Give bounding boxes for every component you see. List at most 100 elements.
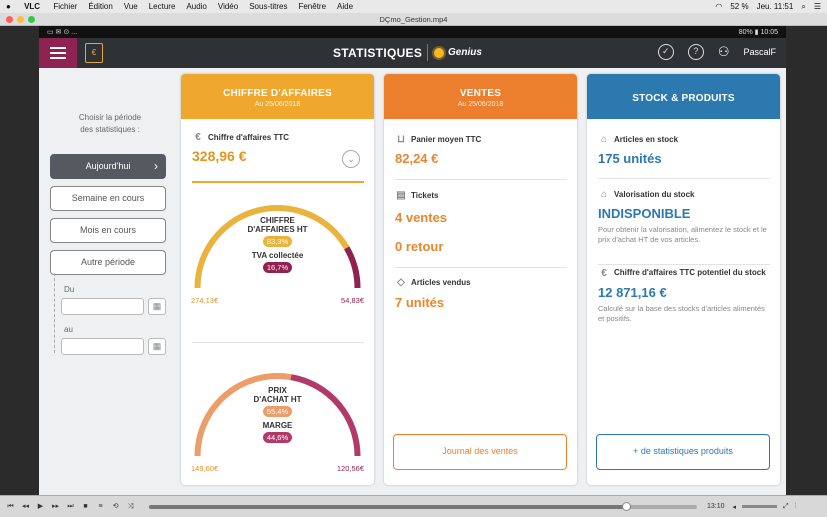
- android-notifications: ▭ ✉ ⊙ ...: [47, 29, 78, 36]
- help-icon[interactable]: ?: [687, 44, 704, 60]
- play-icon[interactable]: ▶: [37, 503, 44, 510]
- hamburger-menu-icon[interactable]: [39, 38, 77, 68]
- revenue-ttc-label: Chiffre d'affaires TTC: [208, 133, 290, 143]
- stock-valuation-value: INDISPONIBLE: [598, 206, 691, 221]
- revenue-ttc-row: € Chiffre d'affaires TTC 328,96 € ⌄: [192, 132, 364, 168]
- gauge-revenue-label-b: TVA collectée: [251, 251, 304, 260]
- house-icon: ⌂: [600, 134, 608, 145]
- to-date-input[interactable]: [61, 338, 144, 355]
- gauge-margin-right-value: 120,56€: [336, 464, 364, 473]
- period-sidebar: Choisir la période des statistiques : Au…: [39, 68, 177, 495]
- calendar-icon[interactable]: ▦: [148, 298, 166, 315]
- items-sold-value: 7 unités: [395, 295, 445, 310]
- battery-text[interactable]: 52 %: [730, 2, 749, 11]
- gauge-revenue-right-value: 54,83€: [341, 296, 364, 305]
- potential-revenue-note: Calculé sur la base des stocks d'article…: [598, 304, 765, 323]
- period-other-button[interactable]: Autre période: [50, 250, 166, 275]
- wifi-icon[interactable]: ◠: [715, 2, 723, 11]
- gauge-revenue-label-a: CHIFFRE D'AFFAIRES HT: [247, 216, 308, 234]
- revenue-ttc-value: 328,96 €: [192, 148, 247, 164]
- volume-icon[interactable]: ◂: [732, 503, 737, 511]
- mac-menu-item[interactable]: Fichier: [53, 2, 78, 11]
- next-icon[interactable]: ⏭: [67, 503, 74, 510]
- shuffle-icon[interactable]: ⤨: [127, 503, 134, 510]
- receipt-icon: ▤: [396, 190, 406, 201]
- period-today-label: Aujourd'hui: [85, 161, 131, 171]
- revenue-card: CHIFFRE D'AFFAIRES Au 25/06/2018 € Chiffr…: [181, 74, 374, 485]
- menu-list-icon[interactable]: ☰: [813, 2, 821, 11]
- sales-card-title: VENTES: [459, 88, 502, 99]
- zoom-button[interactable]: [28, 16, 35, 23]
- loop-icon[interactable]: ⟲: [112, 503, 119, 510]
- sales-divider-1: [395, 179, 567, 180]
- close-button[interactable]: [6, 16, 13, 23]
- tickets-label: Tickets: [411, 191, 439, 201]
- mac-menu-item[interactable]: Édition: [88, 2, 113, 11]
- gauge-revenue-arc: [194, 205, 361, 289]
- cash-register-icon[interactable]: €: [85, 43, 103, 63]
- equalizer-icon[interactable]: ⫶: [794, 502, 797, 510]
- tickets-returns-value: 0 retour: [395, 239, 444, 254]
- video-frame: ▭ ✉ ⊙ ... 80% ▮ 10:05 € STATISTIQUES Gen…: [39, 26, 786, 495]
- avg-basket-label: Panier moyen TTC: [411, 135, 482, 145]
- gauge-margin-labels: PRIX D'ACHAT HT 55,4% MARGE 44,6%: [189, 386, 366, 447]
- user-name[interactable]: PascalF: [743, 47, 776, 57]
- date-range-divider: [54, 273, 55, 353]
- in-stock-row: ⌂ Articles en stock 175 unités: [598, 134, 770, 166]
- mac-menu-item[interactable]: Vidéo: [217, 2, 239, 11]
- mac-menu-item[interactable]: Fenêtre: [298, 2, 327, 11]
- items-sold-label: Articles vendus: [411, 278, 471, 288]
- playlist-icon[interactable]: ≡: [98, 503, 103, 510]
- check-circle-icon[interactable]: ✓: [657, 44, 674, 60]
- volume-slider[interactable]: [742, 505, 778, 508]
- brand-name: Genius: [448, 47, 482, 58]
- in-stock-value: 175 unités: [598, 151, 662, 166]
- period-week-button[interactable]: Semaine en cours: [50, 186, 166, 211]
- mac-menu-item[interactable]: Audio: [186, 2, 207, 11]
- potential-revenue-row: € Chiffre d'affaires TTC potentiel du sto…: [598, 268, 770, 324]
- period-prompt: Choisir la période des statistiques :: [51, 112, 169, 136]
- vlc-controls: ⏮ ◂◂ ▶ ▸▸ ⏭ ■ ≡ ⟲ ⤨ 13:10 ◂ ⤢ ⫶: [0, 495, 827, 517]
- seek-bar[interactable]: [149, 501, 697, 511]
- in-stock-label: Articles en stock: [614, 135, 679, 145]
- gauge-revenue-left-value: 274,13€: [191, 296, 219, 305]
- chevron-down-icon[interactable]: ⌄: [342, 150, 360, 168]
- gauge-margin: PRIX D'ACHAT HT 55,4% MARGE 44,6% 149,60…: [189, 356, 366, 486]
- gauge-divider: [192, 342, 364, 343]
- app-menu[interactable]: VLC: [24, 2, 41, 11]
- from-date-input[interactable]: [61, 298, 144, 315]
- mac-menu-item[interactable]: Vue: [123, 2, 138, 11]
- potential-revenue-label: Chiffre d'affaires TTC potentiel du stoc…: [614, 268, 766, 277]
- minimize-button[interactable]: [17, 16, 24, 23]
- user-icon[interactable]: ⚇: [717, 44, 730, 59]
- mac-menu-item[interactable]: Lecture: [148, 2, 176, 11]
- calendar-icon[interactable]: ▦: [148, 338, 166, 355]
- forward-icon[interactable]: ▸▸: [51, 503, 60, 510]
- period-today-button[interactable]: Aujourd'hui ›: [50, 154, 166, 179]
- stock-card-header: STOCK & PRODUITS: [587, 74, 780, 119]
- clock[interactable]: Jeu. 11:51: [756, 2, 794, 11]
- gauge-revenue-pct-a: 83,3%: [262, 236, 293, 247]
- search-icon[interactable]: ⌕: [801, 1, 806, 11]
- apple-icon[interactable]: ●: [6, 2, 11, 11]
- mac-menu-item[interactable]: Sous-titres: [249, 2, 288, 11]
- money-bag-icon: €: [195, 132, 201, 143]
- stock-valuation-label: Valorisation du stock: [614, 190, 695, 200]
- back-icon[interactable]: ◂◂: [21, 503, 30, 510]
- period-prompt-line2: des statistiques :: [80, 125, 140, 134]
- avg-basket-row: ⊔ Panier moyen TTC 82,24 €: [395, 134, 567, 166]
- revenue-divider: [192, 181, 364, 183]
- mac-menu-item[interactable]: Aide: [337, 2, 354, 11]
- period-month-button[interactable]: Mois en cours: [50, 218, 166, 243]
- revenue-card-title: CHIFFRE D'AFFAIRES: [223, 88, 332, 99]
- window-controls: [6, 16, 35, 23]
- avg-basket-value: 82,24 €: [395, 151, 439, 166]
- sales-divider-2: [395, 267, 567, 268]
- fullscreen-icon[interactable]: ⤢: [783, 502, 789, 510]
- more-product-stats-button[interactable]: + de statistiques produits: [596, 434, 770, 470]
- sales-journal-button[interactable]: Journal des ventes: [393, 434, 567, 470]
- stop-icon[interactable]: ■: [83, 503, 88, 510]
- rewind-icon[interactable]: ⏮: [7, 503, 14, 510]
- seek-handle[interactable]: [621, 501, 631, 511]
- stock-valuation-row: ⌂ Valorisation du stock INDISPONIBLE Pour…: [598, 189, 770, 245]
